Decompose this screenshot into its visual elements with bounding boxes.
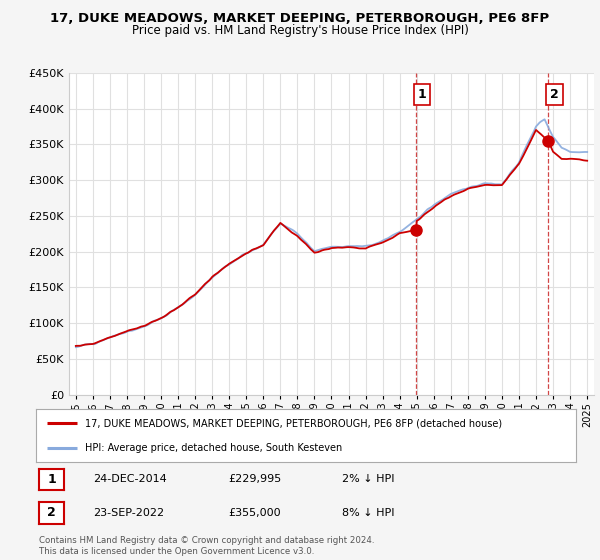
Text: 2: 2 xyxy=(47,506,56,520)
Text: Contains HM Land Registry data © Crown copyright and database right 2024.
This d: Contains HM Land Registry data © Crown c… xyxy=(39,536,374,556)
Text: 17, DUKE MEADOWS, MARKET DEEPING, PETERBOROUGH, PE6 8FP: 17, DUKE MEADOWS, MARKET DEEPING, PETERB… xyxy=(50,12,550,25)
Text: 2: 2 xyxy=(550,88,559,101)
Text: £355,000: £355,000 xyxy=(228,508,281,518)
Text: HPI: Average price, detached house, South Kesteven: HPI: Average price, detached house, Sout… xyxy=(85,442,342,452)
Text: 23-SEP-2022: 23-SEP-2022 xyxy=(93,508,164,518)
Text: 8% ↓ HPI: 8% ↓ HPI xyxy=(342,508,395,518)
Text: £229,995: £229,995 xyxy=(228,474,281,484)
Text: 1: 1 xyxy=(418,88,427,101)
Text: 1: 1 xyxy=(47,473,56,486)
Text: 2% ↓ HPI: 2% ↓ HPI xyxy=(342,474,395,484)
Text: Price paid vs. HM Land Registry's House Price Index (HPI): Price paid vs. HM Land Registry's House … xyxy=(131,24,469,37)
Text: 17, DUKE MEADOWS, MARKET DEEPING, PETERBOROUGH, PE6 8FP (detached house): 17, DUKE MEADOWS, MARKET DEEPING, PETERB… xyxy=(85,418,502,428)
Text: 24-DEC-2014: 24-DEC-2014 xyxy=(93,474,167,484)
